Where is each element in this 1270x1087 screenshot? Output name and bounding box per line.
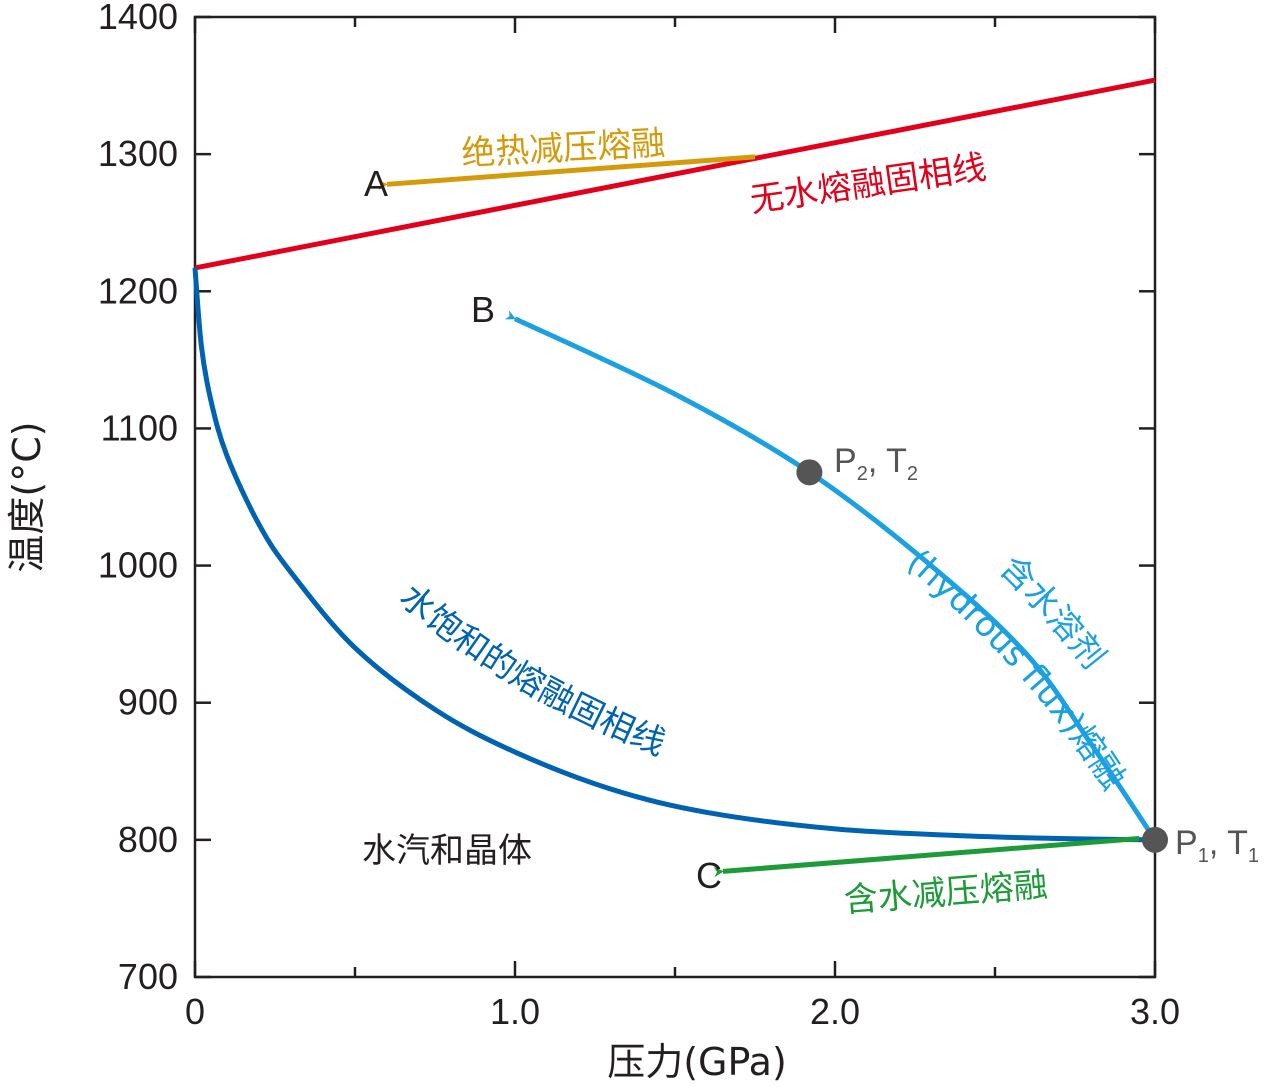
x-tick-label: 3.0 [1130, 991, 1180, 1032]
y-tick-label: 1100 [101, 407, 178, 448]
hydrous-decompression-label: 含水减压熔融 [843, 865, 1050, 921]
dry-solidus-label: 无水熔融固相线 [748, 147, 989, 221]
region-label: 水汽和晶体 [362, 831, 532, 871]
x-tick-label: 2.0 [810, 991, 860, 1032]
hydrous-flux-melting-path [504, 310, 1158, 842]
y-tick-label: 1300 [98, 133, 178, 174]
axis-ticks [193, 15, 1157, 979]
point-p2-t2 [796, 459, 823, 486]
endpoint-label-c: C [696, 855, 722, 896]
y-tick-label: 1200 [98, 270, 178, 311]
wet-solidus-label: 水饱和的熔融固相线 [392, 577, 671, 765]
dry-solidus-line [194, 77, 1156, 271]
y-tick-label: 900 [118, 682, 178, 723]
x-tick-label: 0 [185, 991, 205, 1032]
y-axis-title: 温度(°C) [5, 421, 49, 572]
x-tick-label: 1.0 [490, 991, 540, 1032]
wet-solidus-curve [192, 267, 1156, 843]
adiabatic-decompression-arrow [377, 154, 756, 190]
axis-tick-labels: 0 1.0 2.0 3.0 700 800 900 1000 1100 1200 1300 1400 [98, 0, 1180, 1032]
x-axis-title: 压力(GPa) [607, 1040, 787, 1084]
y-tick-label: 1000 [98, 545, 178, 586]
point-p1-t1 [1142, 826, 1168, 853]
point-p2-t2-label: P2, T2 [834, 442, 918, 485]
y-tick-label: 700 [118, 956, 178, 997]
y-tick-label: 800 [118, 819, 178, 860]
hydrous-decompression-arrow [713, 835, 1140, 878]
endpoint-label-b: B [471, 289, 495, 330]
y-tick-label: 1400 [98, 0, 178, 37]
endpoint-label-a: A [364, 163, 388, 204]
point-p1-t1-label: P1, T1 [1175, 824, 1259, 867]
